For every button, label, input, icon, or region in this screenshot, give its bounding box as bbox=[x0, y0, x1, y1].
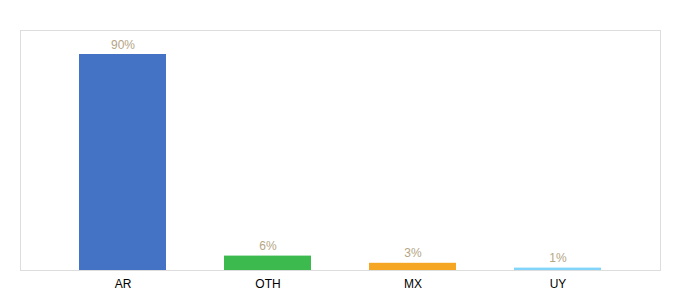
svg-text:1%: 1% bbox=[549, 251, 567, 265]
svg-text:3%: 3% bbox=[404, 246, 422, 260]
svg-text:UY: UY bbox=[550, 277, 567, 291]
svg-text:90%: 90% bbox=[111, 38, 135, 52]
svg-text:MX: MX bbox=[404, 277, 422, 291]
svg-text:AR: AR bbox=[115, 277, 132, 291]
svg-text:6%: 6% bbox=[259, 239, 277, 253]
svg-text:OTH: OTH bbox=[255, 277, 280, 291]
